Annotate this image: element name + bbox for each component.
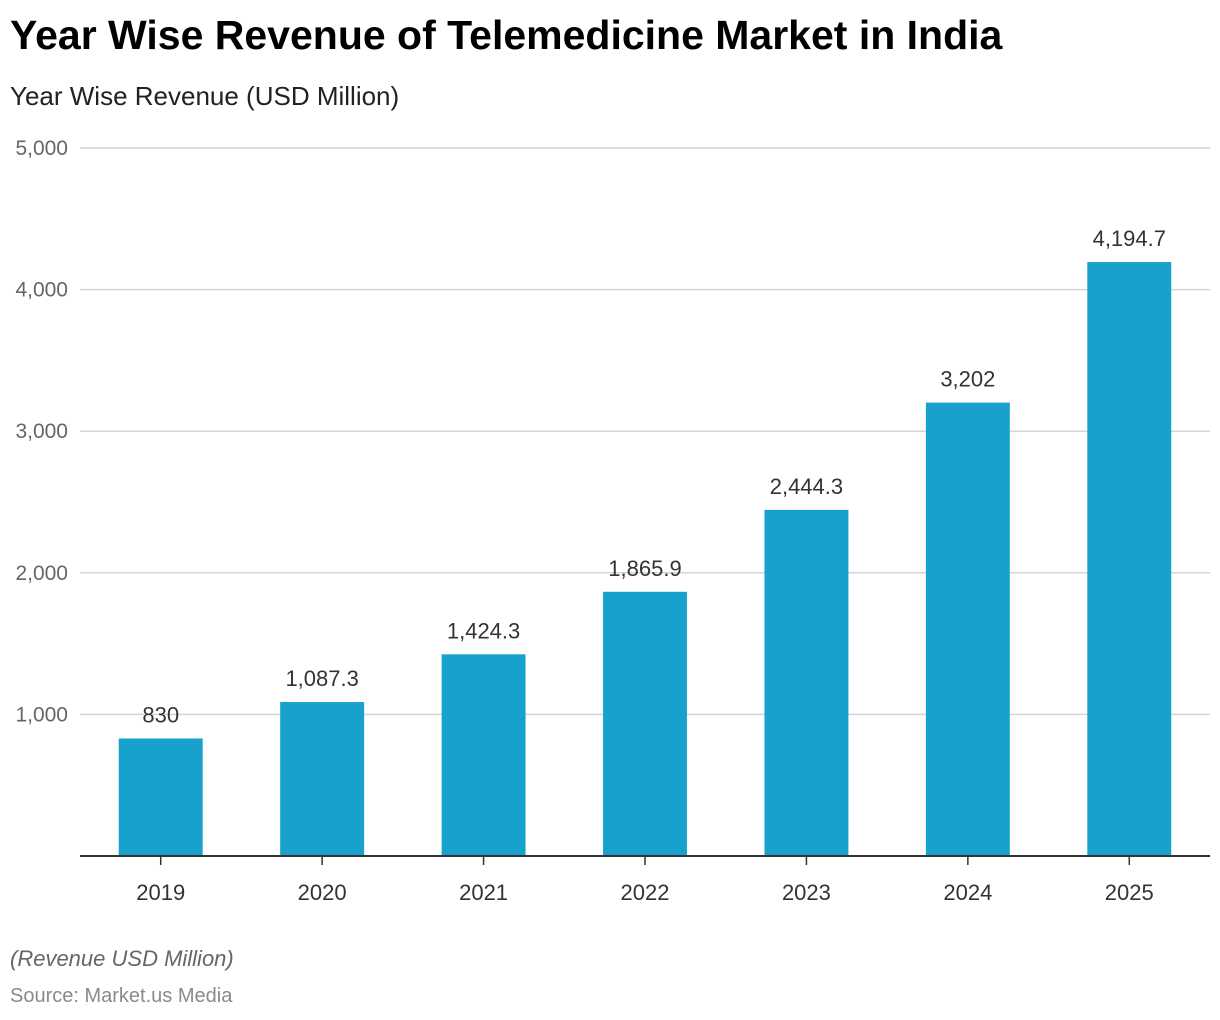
data-label: 2,444.3: [770, 474, 843, 499]
x-tick-label: 2025: [1105, 880, 1154, 905]
y-tick-label: 2,000: [15, 562, 68, 585]
data-label: 1,424.3: [447, 618, 520, 643]
chart-title: Year Wise Revenue of Telemedicine Market…: [10, 12, 1003, 58]
x-tick-label: 2023: [782, 880, 831, 905]
data-label: 1,865.9: [608, 556, 681, 581]
data-label: 1,087.3: [285, 666, 358, 691]
x-tick-label: 2022: [621, 880, 670, 905]
y-tick-label: 4,000: [15, 279, 68, 302]
y-tick-label: 3,000: [15, 420, 68, 443]
data-label: 830: [142, 702, 179, 727]
bar-2024: [925, 402, 1010, 856]
bar-2020: [280, 702, 365, 856]
bar-2025: [1087, 262, 1172, 856]
chart-subtitle: Year Wise Revenue (USD Million): [10, 81, 400, 111]
x-tick-label: 2021: [459, 880, 508, 905]
x-tick-label: 2020: [298, 880, 347, 905]
x-tick-label: 2024: [943, 880, 992, 905]
y-tick-label: 1,000: [15, 703, 68, 726]
data-label: 3,202: [940, 367, 995, 392]
y-tick-label: 5,000: [15, 137, 68, 160]
chart-footnote: (Revenue USD Million): [10, 946, 234, 971]
bar-2019: [118, 738, 203, 856]
bar-2022: [603, 591, 687, 856]
bar-2021: [441, 654, 526, 856]
x-tick-label: 2019: [136, 880, 185, 905]
chart-source: Source: Market.us Media: [10, 985, 233, 1007]
bar-2023: [764, 509, 849, 856]
data-label: 4,194.7: [1093, 226, 1166, 251]
